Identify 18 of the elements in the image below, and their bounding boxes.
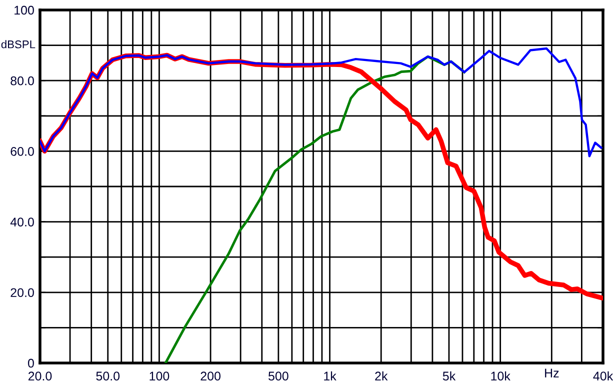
x-tick-label: 200 — [200, 372, 220, 381]
x-tick-label: 40k — [593, 371, 613, 381]
y-axis-title: dBSPL — [1, 40, 36, 48]
x-tick-label: 50.0 — [96, 372, 120, 381]
x-tick-label: 1k — [324, 371, 336, 380]
y-tick-label: 0 — [28, 358, 34, 368]
x-tick-label: 2k — [375, 371, 388, 380]
y-tick-label: 60.0 — [10, 147, 34, 156]
y-tick-label: 100 — [14, 6, 34, 15]
x-tick-label: 10k — [491, 371, 510, 381]
x-axis-title: Hz — [545, 368, 559, 378]
y-tick-label: 40.0 — [10, 218, 34, 226]
x-tick-label: 500 — [268, 372, 288, 381]
y-tick-label: 20.0 — [10, 288, 34, 298]
y-tick-label: 80.0 — [10, 76, 34, 86]
x-tick-label: 20.0 — [28, 372, 52, 381]
x-tick-label: 100 — [150, 372, 170, 381]
x-tick-label: 5k — [442, 371, 456, 381]
